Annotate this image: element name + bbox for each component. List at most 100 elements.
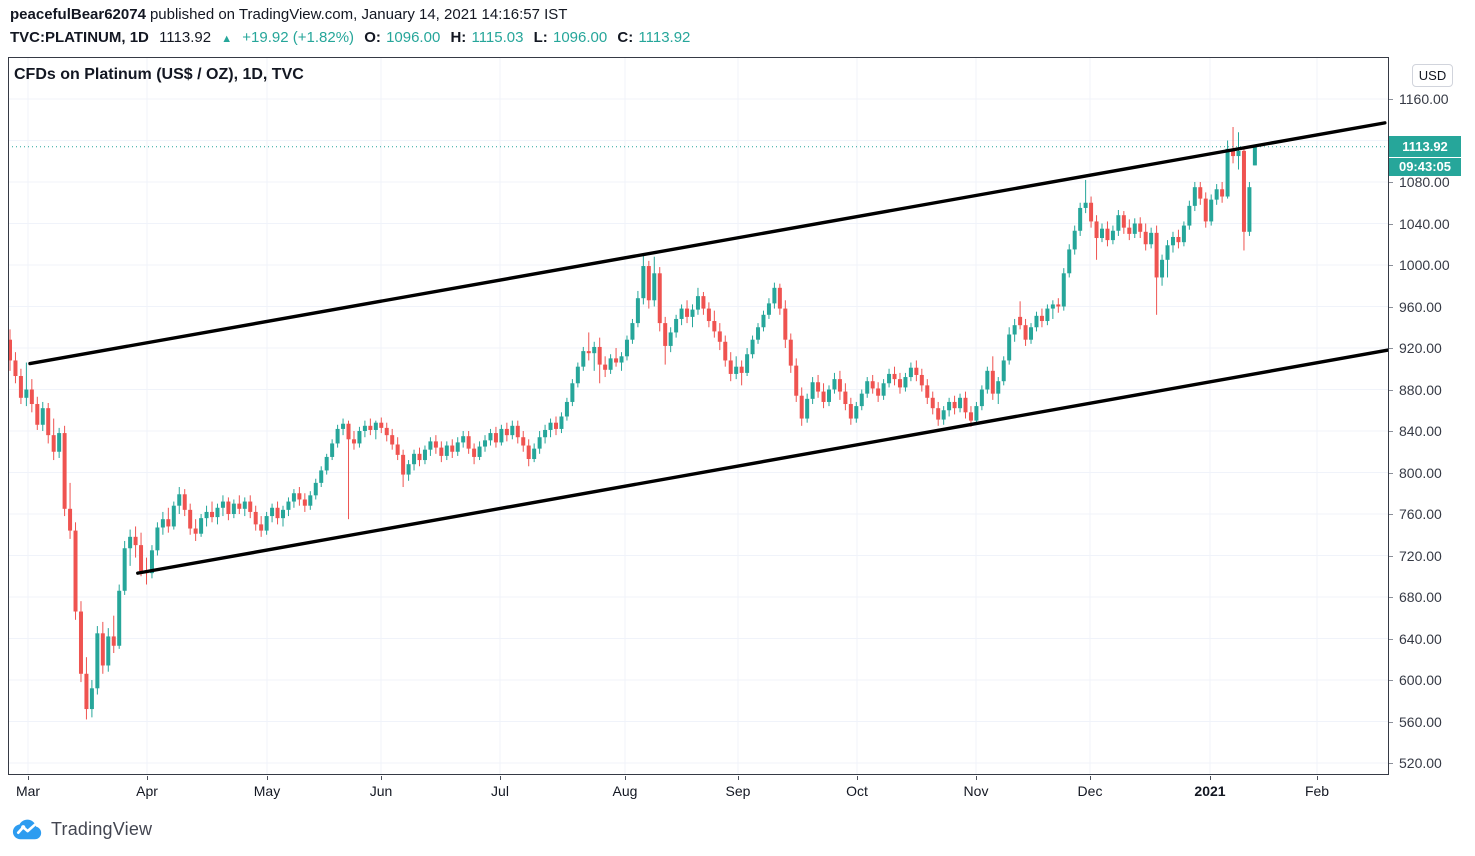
candle xyxy=(291,489,296,508)
candle xyxy=(674,314,679,338)
chart-canvas[interactable]: CFDs on Platinum (US$ / OZ), 1D, TVC xyxy=(8,57,1389,775)
candle-body xyxy=(1012,325,1017,335)
candle xyxy=(1247,182,1252,236)
candle xyxy=(859,389,864,411)
candle-body xyxy=(586,351,591,354)
last-price-tag: 1113.92 xyxy=(1389,135,1461,157)
candle-body xyxy=(390,435,395,445)
chart-title: CFDs on Platinum (US$ / OZ), 1D, TVC xyxy=(14,66,304,83)
candle-body xyxy=(379,422,384,428)
x-axis-tick xyxy=(1210,776,1211,780)
candle-body xyxy=(362,425,367,431)
candle-body xyxy=(1045,308,1050,322)
candle-body xyxy=(226,501,231,514)
candle xyxy=(614,348,619,367)
candle xyxy=(226,497,231,521)
candle xyxy=(335,424,340,448)
candle xyxy=(412,449,417,471)
candle xyxy=(963,391,968,419)
candle-body xyxy=(171,505,176,527)
candle-body xyxy=(564,401,569,417)
price-axis[interactable]: USD 1113.92 09:43:05 1160.00 1080.00 1040.… xyxy=(1389,57,1475,775)
candle xyxy=(182,489,187,517)
candle xyxy=(1241,147,1246,251)
candle-body xyxy=(242,501,247,509)
candle-body xyxy=(1089,202,1094,222)
candle-body xyxy=(1007,334,1012,361)
time-axis[interactable]: Mar Apr May Jun Jul Aug Sep Oct Nov Dec 2021 Feb xyxy=(8,776,1389,810)
candle-body xyxy=(78,611,83,674)
candle-body xyxy=(477,446,482,457)
candle-body xyxy=(199,518,204,534)
candle-body xyxy=(1034,315,1039,328)
candle-body xyxy=(149,550,154,574)
candle xyxy=(914,360,919,382)
candle-body xyxy=(313,482,318,496)
candle xyxy=(1078,202,1083,236)
price-change: +19.92 (+1.82%) xyxy=(242,29,355,46)
candle xyxy=(919,368,924,392)
candle xyxy=(1209,194,1214,226)
candle xyxy=(160,511,165,535)
candle xyxy=(881,379,886,400)
candle-body xyxy=(493,433,498,443)
candle xyxy=(242,497,247,517)
candle-body xyxy=(68,508,73,531)
candle-body xyxy=(695,296,700,310)
candle xyxy=(1100,223,1104,243)
candle-body xyxy=(444,445,449,456)
candle xyxy=(1252,145,1257,166)
candle xyxy=(117,584,122,649)
candle xyxy=(275,501,280,525)
candle xyxy=(149,545,154,579)
candle xyxy=(68,482,73,539)
candle-body xyxy=(843,391,848,405)
candle xyxy=(8,329,12,371)
candle xyxy=(1198,182,1203,205)
candle-body xyxy=(958,397,963,409)
candle-body xyxy=(881,383,886,396)
candle xyxy=(947,397,952,417)
candle xyxy=(952,395,957,415)
candle xyxy=(554,416,558,436)
tradingview-logo[interactable]: TradingView xyxy=(10,817,152,841)
candle xyxy=(433,435,438,454)
candle xyxy=(668,327,673,353)
candle-body xyxy=(1231,148,1236,157)
candle-body xyxy=(783,308,788,340)
candle-body xyxy=(816,382,821,392)
currency-button[interactable]: USD xyxy=(1412,64,1453,87)
candle xyxy=(1170,231,1175,253)
candle-body xyxy=(253,511,258,525)
candle xyxy=(1121,211,1126,234)
candle xyxy=(1231,127,1236,164)
candle xyxy=(281,505,285,527)
candle xyxy=(319,466,324,488)
y-axis-label: 1160.00 xyxy=(1399,91,1449,107)
trendline-lower-channel[interactable] xyxy=(136,348,1389,575)
candle-body xyxy=(270,507,275,517)
candle xyxy=(46,402,51,444)
candle xyxy=(379,417,384,434)
trendline-upper-channel[interactable] xyxy=(28,121,1387,366)
candle xyxy=(575,362,580,388)
candle xyxy=(756,323,761,344)
candle xyxy=(958,393,963,413)
candle xyxy=(788,333,793,373)
x-axis-tick xyxy=(1090,776,1091,780)
candle-body xyxy=(570,383,575,402)
candle xyxy=(428,437,433,456)
x-axis-label: Jun xyxy=(369,783,393,799)
candle-body xyxy=(854,406,859,419)
y-axis-tick xyxy=(1389,638,1393,640)
candle xyxy=(690,304,695,328)
candle-body xyxy=(668,332,673,346)
candle-body xyxy=(231,503,236,514)
low-label: L: xyxy=(533,29,548,46)
low-value: 1096.00 xyxy=(552,29,608,46)
candle xyxy=(925,379,930,405)
candle xyxy=(220,495,225,517)
candle-body xyxy=(1127,227,1132,234)
candle-body xyxy=(341,423,346,429)
candle-body xyxy=(679,308,684,319)
